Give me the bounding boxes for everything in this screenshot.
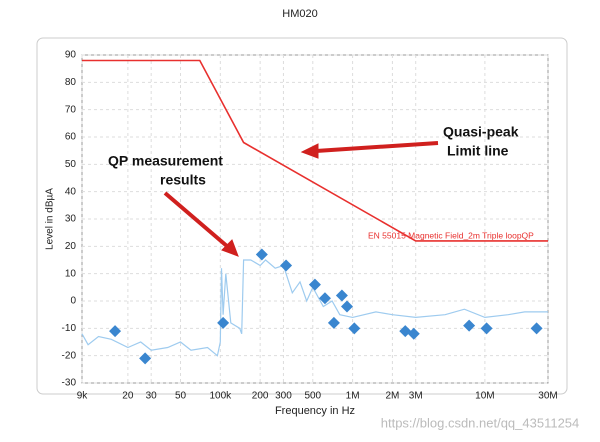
qp-point <box>139 352 152 365</box>
qp-point <box>480 322 493 335</box>
qp-point <box>255 248 268 261</box>
y-tick-label: -30 <box>62 378 77 389</box>
x-tick-label: 30 <box>146 391 158 402</box>
qp-point <box>463 319 476 332</box>
x-tick-label: 1M <box>346 391 360 402</box>
y-tick-label: 30 <box>65 214 77 225</box>
x-tick-label: 10M <box>475 391 494 402</box>
x-tick-label: 100k <box>209 391 232 402</box>
arrows <box>163 141 439 257</box>
y-tick-label: -10 <box>62 323 77 334</box>
annotation: results <box>160 172 206 188</box>
qp-point <box>217 316 230 329</box>
arrow <box>315 141 439 153</box>
x-tick-label: 50 <box>175 391 187 402</box>
arrow-head <box>300 143 319 159</box>
qp-point <box>335 289 348 302</box>
qp-point <box>318 292 331 305</box>
x-tick-label: 300 <box>275 391 292 402</box>
series-label: EN 55015 Magnetic Field_2m Triple loopQP <box>368 230 534 240</box>
y-axis-title: Level in dBµA <box>45 188 56 250</box>
qp-point <box>348 322 361 335</box>
y-tick-label: 20 <box>65 241 77 252</box>
watermark: https://blog.csdn.net/qq_43511254 <box>381 415 580 430</box>
y-tick-label: 0 <box>70 296 76 307</box>
annotation: Limit line <box>447 143 509 159</box>
plot: -30 -20 -10 0 10 20 30 40 50 60 70 80 90 9k 20 30 50 100k… <box>62 50 558 402</box>
y-tick-label: 70 <box>65 104 77 115</box>
qp-point <box>530 322 543 335</box>
qp-point <box>308 278 321 291</box>
x-tick-label: 2M <box>385 391 399 402</box>
x-tick-label: 3M <box>409 391 423 402</box>
y-tick-label: 10 <box>65 268 77 279</box>
annotation: QP measurement <box>108 153 223 169</box>
x-tick-label: 9k <box>77 391 89 402</box>
y-tick-label: 50 <box>65 159 77 170</box>
x-tick-label: 500 <box>304 391 321 402</box>
chart-title: HM020 <box>282 8 317 20</box>
arrow-head <box>221 239 239 257</box>
y-tick-label: 40 <box>65 186 77 197</box>
qp-point <box>109 325 122 338</box>
y-tick-label: 80 <box>65 77 77 88</box>
y-tick-label: -20 <box>62 350 77 361</box>
chart-frame <box>36 37 568 395</box>
trace-line <box>81 259 548 357</box>
y-tick-label: 90 <box>65 50 77 61</box>
x-tick-label: 30M <box>538 391 557 402</box>
qp-point <box>280 259 293 272</box>
x-axis-title: Frequency in Hz <box>275 405 355 417</box>
qp-point <box>327 316 340 329</box>
y-tick-label: 60 <box>65 132 77 143</box>
qp-point <box>341 300 354 313</box>
annotation: Quasi-peak <box>443 124 519 140</box>
x-tick-label: 20 <box>122 391 134 402</box>
x-tick-label: 200 <box>252 391 269 402</box>
limit-line <box>82 59 548 242</box>
arrow <box>163 191 230 249</box>
qp-point <box>407 327 420 340</box>
